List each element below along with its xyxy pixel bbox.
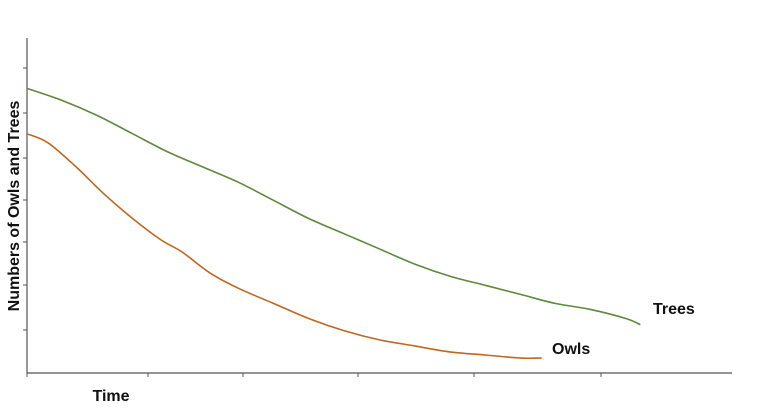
y-axis-label: Numbers of Owls and Trees [6, 101, 23, 312]
axis-ticks [23, 67, 602, 377]
x-axis-label: Time [92, 388, 129, 405]
trees-series-label: Trees [653, 301, 695, 318]
owls-series-label: Owls [552, 341, 590, 358]
series-group [26, 87, 641, 360]
owls-line [26, 133, 542, 360]
trees-line [26, 87, 641, 326]
